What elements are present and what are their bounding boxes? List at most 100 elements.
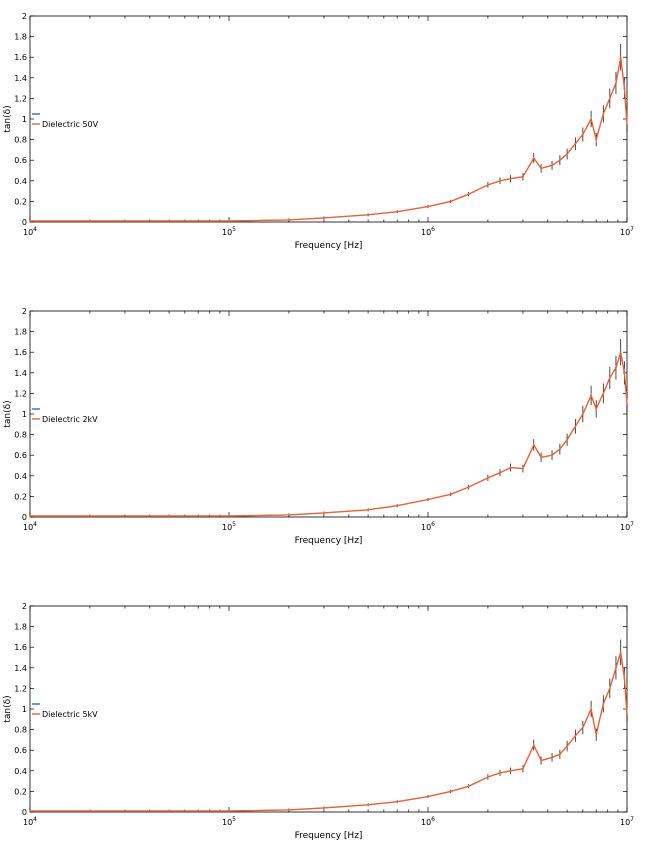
data-point xyxy=(89,810,91,812)
y-tick-label: 1.8 xyxy=(14,328,27,337)
data-point xyxy=(532,444,535,446)
x-tick-label: 107 xyxy=(620,521,634,532)
data-point xyxy=(288,809,290,811)
x-tick-label-exponent: 5 xyxy=(232,521,236,528)
axes-frame xyxy=(29,15,628,223)
data-point xyxy=(499,771,501,774)
x-tick-label-base: 10 xyxy=(222,228,232,237)
data-point xyxy=(590,394,592,397)
y-tick-label: 1.8 xyxy=(14,33,27,42)
data-point xyxy=(323,511,325,514)
x-tick-label: 107 xyxy=(620,226,634,237)
data-point xyxy=(509,177,512,180)
data-point xyxy=(449,200,452,203)
data-point xyxy=(615,366,617,369)
data-point xyxy=(558,159,561,162)
x-tick-label-exponent: 6 xyxy=(431,521,435,528)
data-point xyxy=(566,745,568,747)
data-point xyxy=(367,803,369,806)
x-tick-label: 104 xyxy=(23,816,37,827)
data-point xyxy=(427,498,429,501)
x-tick-label-exponent: 4 xyxy=(33,816,37,823)
data-point xyxy=(532,744,535,746)
y-tick-label: 0.4 xyxy=(14,767,27,776)
data-point xyxy=(29,220,31,222)
series-line xyxy=(30,652,628,812)
data-point xyxy=(626,402,628,405)
data-point xyxy=(540,456,542,459)
x-tick-label-exponent: 7 xyxy=(630,226,634,233)
data-point xyxy=(558,448,561,450)
y-tick-label: 1.8 xyxy=(14,623,27,632)
data-point xyxy=(522,175,524,178)
x-tick-label-base: 10 xyxy=(620,818,630,827)
x-tick-label-base: 10 xyxy=(23,523,33,532)
data-point xyxy=(551,756,553,759)
series-line xyxy=(30,57,628,222)
data-point xyxy=(228,810,230,812)
data-point xyxy=(574,425,577,428)
data-point xyxy=(602,392,605,395)
data-point xyxy=(623,87,626,89)
x-tick-label: 106 xyxy=(421,816,435,827)
y-tick-label: 0.6 xyxy=(14,746,27,755)
x-tick-label: 104 xyxy=(23,521,37,532)
data-point xyxy=(499,471,501,474)
y-tick-label: 0.2 xyxy=(14,197,27,206)
data-point xyxy=(467,486,470,489)
data-point xyxy=(540,759,542,762)
data-point xyxy=(581,726,584,729)
data-point xyxy=(89,515,91,517)
y-tick-label: 1.2 xyxy=(14,389,27,398)
series-measured xyxy=(30,652,628,812)
x-tick-label-exponent: 4 xyxy=(33,226,37,233)
x-tick-label-exponent: 7 xyxy=(630,521,634,528)
data-point xyxy=(367,508,369,511)
x-axis-label: Frequency [Hz] xyxy=(295,241,363,251)
data-point xyxy=(608,377,611,379)
data-point xyxy=(467,193,470,196)
x-tick-label-base: 10 xyxy=(222,523,232,532)
x-axis-label: Frequency [Hz] xyxy=(295,831,363,841)
x-tick-label: 106 xyxy=(421,521,435,532)
data-point xyxy=(522,767,524,770)
y-tick-label: 2 xyxy=(22,602,27,611)
data-point xyxy=(623,677,626,679)
y-tick-label: 1.2 xyxy=(14,684,27,693)
data-point xyxy=(499,179,501,182)
y-tick-label: 0 xyxy=(22,808,27,817)
data-point xyxy=(602,702,605,705)
x-tick-label: 106 xyxy=(421,226,435,237)
data-point xyxy=(581,133,584,136)
y-tick-label: 1.4 xyxy=(14,664,27,673)
x-tick-label-base: 10 xyxy=(23,228,33,237)
y-tick-label: 2 xyxy=(22,307,27,316)
data-point xyxy=(228,220,230,222)
data-point xyxy=(590,708,592,710)
data-point xyxy=(29,515,31,517)
x-tick-label-exponent: 6 xyxy=(431,226,435,233)
data-point xyxy=(168,220,170,222)
data-point xyxy=(623,371,626,374)
x-tick-label: 105 xyxy=(222,521,236,532)
data-point xyxy=(595,138,598,141)
data-point xyxy=(396,800,399,803)
data-point xyxy=(590,118,592,120)
x-tick-label-exponent: 5 xyxy=(232,226,236,233)
data-point xyxy=(449,493,452,496)
x-tick-label-base: 10 xyxy=(421,523,431,532)
data-point xyxy=(396,504,399,507)
y-tick-label: 0.4 xyxy=(14,472,27,481)
data-point xyxy=(467,785,470,788)
y-tick-label: 0.8 xyxy=(14,726,27,735)
data-point xyxy=(509,769,512,772)
series-measured xyxy=(30,57,628,222)
y-tick-label: 0 xyxy=(22,218,27,227)
series-measured xyxy=(30,352,628,517)
data-point xyxy=(89,220,91,222)
x-tick-label-base: 10 xyxy=(421,228,431,237)
data-point xyxy=(367,213,369,216)
data-point xyxy=(608,687,611,690)
